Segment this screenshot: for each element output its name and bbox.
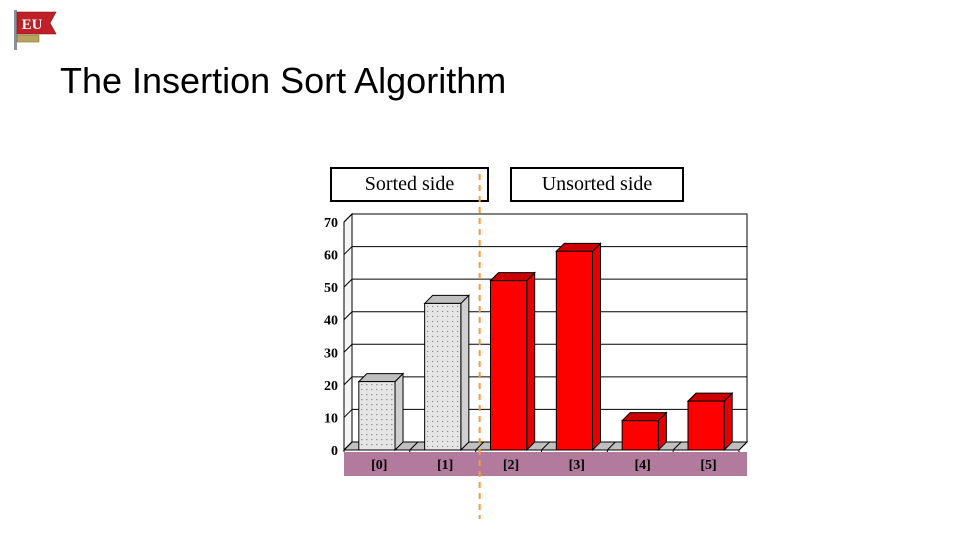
unsorted-side-label: Unsorted side	[510, 167, 684, 202]
insertion-sort-bar-chart: 0 10 20 30 40 50 60 70 [0] [1] [2] [3] [4] [5]	[310, 210, 753, 539]
bar-3	[556, 243, 600, 450]
x-label-band	[344, 452, 747, 476]
x-tick-label: [2]	[503, 458, 519, 473]
x-tick-label: [1]	[437, 458, 453, 473]
x-tick-label: [3]	[569, 458, 585, 473]
eu-logo: EU	[12, 10, 60, 50]
y-tick-label: 20	[324, 379, 338, 394]
bar-2	[490, 273, 534, 450]
x-tick-label: [0]	[371, 458, 387, 473]
y-tick-label: 70	[324, 216, 338, 231]
logo-plaque	[17, 35, 39, 42]
y-tick-label: 40	[324, 314, 338, 329]
bar-1	[425, 295, 469, 450]
bar-5	[688, 393, 732, 450]
chart-sidewall	[344, 214, 352, 450]
y-tick-label: 60	[324, 249, 338, 264]
x-tick-label: [4]	[634, 458, 650, 473]
logo-letters: EU	[22, 17, 43, 33]
y-tick-label: 50	[324, 281, 338, 296]
sorted-side-label: Sorted side	[330, 167, 489, 202]
bar-0	[359, 374, 403, 450]
bar-4	[622, 413, 666, 450]
logo-pole	[14, 10, 17, 50]
y-tick-label: 10	[324, 411, 338, 426]
page-title: The Insertion Sort Algorithm	[60, 60, 506, 102]
y-tick-label: 30	[324, 346, 338, 361]
y-tick-label: 0	[331, 444, 338, 459]
x-tick-label: [5]	[700, 458, 716, 473]
